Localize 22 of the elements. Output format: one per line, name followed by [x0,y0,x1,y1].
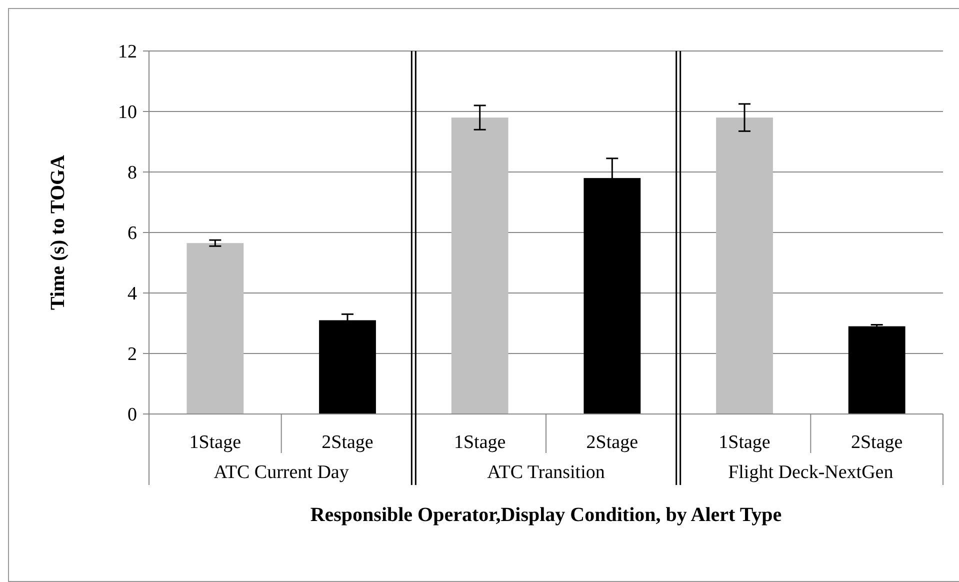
x-tick-label: 2Stage [850,432,903,453]
bar [186,243,244,414]
text: ATC Current Day [214,462,350,483]
bar [451,118,508,414]
x-tick-label: 1Stage [189,432,242,453]
text: Flight Deck-NextGen [728,462,894,483]
y-tick-label: 0 [128,404,137,426]
x-tick-label: 2Stage [586,432,638,453]
y-tick-label: 10 [118,102,137,124]
y-tick-label: 8 [128,162,137,184]
x-axis-title: Responsible Operator,Display Condition, by Alert Type [310,504,782,526]
x-tick-label: 1Stage [718,432,770,453]
bar [848,326,906,414]
y-tick-label: 4 [128,284,138,305]
y-tick-label: 6 [128,223,137,244]
text: ATC Transition [487,462,606,483]
y-tick-label: 2 [128,344,137,366]
y-tick-label: 12 [118,42,137,63]
x-tick-label: 1Stage [454,432,506,453]
x-tick-label: 2Stage [322,432,374,453]
bar [716,118,773,414]
y-axis-title: Time (s) to TOGA [47,154,69,310]
